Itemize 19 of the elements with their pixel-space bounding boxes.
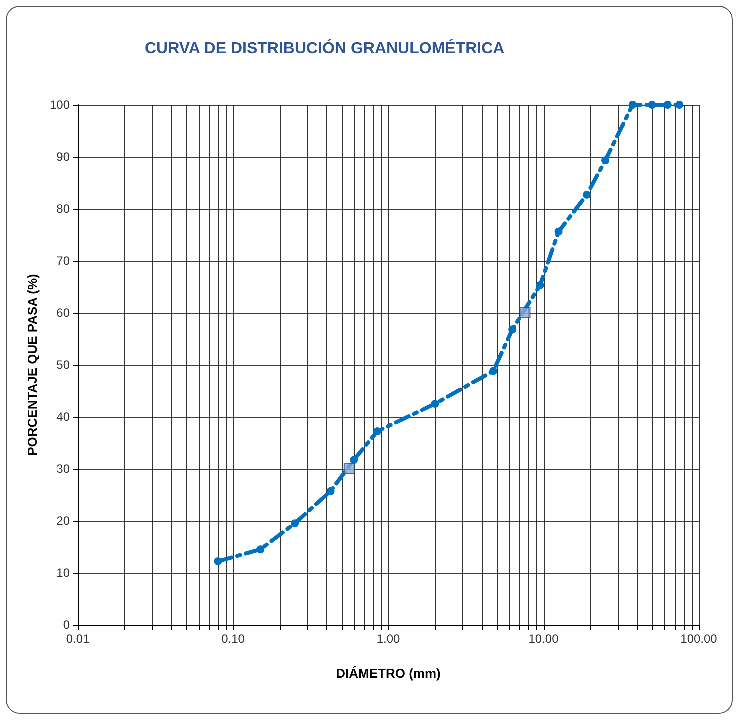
y-tick-label: 0	[63, 618, 70, 632]
chart-title: CURVA DE DISTRIBUCIÓN GRANULOMÉTRICA	[145, 38, 506, 58]
x-tick-label: 0.10	[222, 632, 246, 646]
x-axis-title: DIÁMETRO (mm)	[336, 666, 441, 681]
y-tick-label: 40	[56, 410, 70, 424]
y-tick-label: 20	[56, 514, 70, 528]
y-tick-label: 10	[56, 566, 70, 580]
y-tick-label: 30	[56, 462, 70, 476]
y-tick-label: 80	[56, 202, 70, 216]
y-tick-label: 50	[56, 358, 70, 372]
y-axis-title: PORCENTAJE QUE PASA (%)	[25, 274, 40, 456]
y-tick-label: 60	[56, 306, 70, 320]
y-tick-label: 100	[50, 98, 70, 112]
y-tick-label: 70	[56, 254, 70, 268]
x-tick-label: 10.00	[528, 632, 560, 646]
x-tick-label: 100.00	[680, 632, 718, 646]
x-tick-label: 1.00	[376, 632, 400, 646]
x-tick-label: 0.01	[66, 632, 90, 646]
y-tick-label: 90	[56, 150, 70, 164]
